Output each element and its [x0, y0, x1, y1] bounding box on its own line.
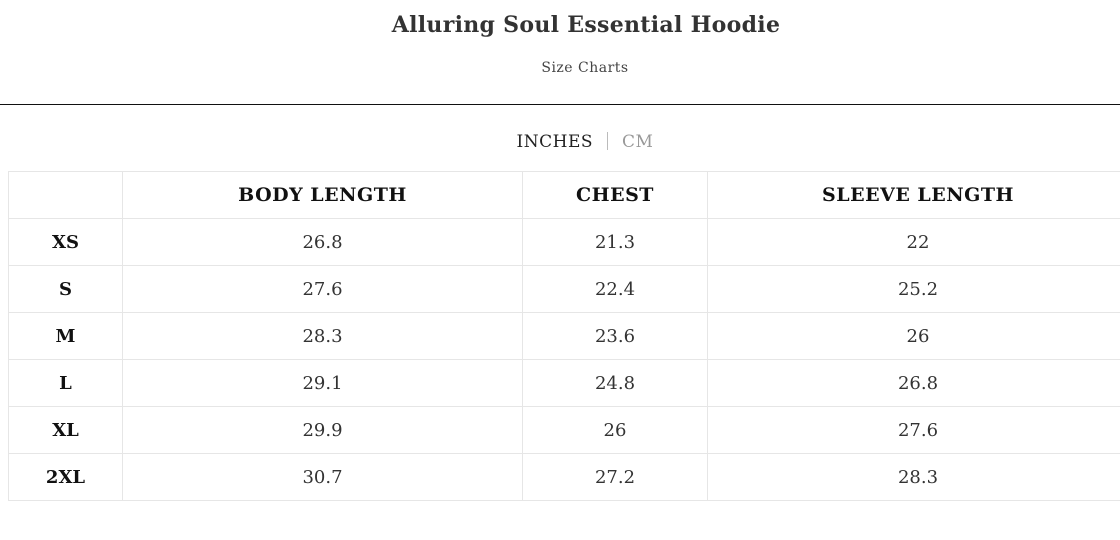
sleeve-length-cell: 26: [707, 312, 1120, 360]
column-header-body-length: BODY LENGTH: [122, 171, 523, 219]
size-cell: 2XL: [8, 453, 123, 501]
sleeve-length-cell: 27.6: [707, 406, 1120, 454]
page-title: Alluring Soul Essential Hoodie: [391, 12, 781, 38]
size-cell: L: [8, 359, 123, 407]
body-length-cell: 29.9: [122, 406, 523, 454]
size-cell: S: [8, 265, 123, 313]
body-length-cell: 29.1: [122, 359, 523, 407]
table-row: L 29.1 24.8 26.8: [8, 359, 1120, 407]
unit-toggle: INCHES CM: [0, 132, 1120, 152]
sleeve-length-cell: 25.2: [707, 265, 1120, 313]
table-row: XS 26.8 21.3 22: [8, 218, 1120, 266]
body-length-cell: 26.8: [122, 218, 523, 266]
table-row: S 27.6 22.4 25.2: [8, 265, 1120, 313]
body-length-cell: 27.6: [122, 265, 523, 313]
unit-inches-tab[interactable]: INCHES: [516, 132, 594, 152]
size-cell: M: [8, 312, 123, 360]
table-row: XL 29.9 26 27.6: [8, 406, 1120, 454]
sleeve-length-cell: 22: [707, 218, 1120, 266]
column-header-chest: CHEST: [522, 171, 708, 219]
unit-cm-tab[interactable]: CM: [622, 132, 654, 152]
chest-cell: 21.3: [522, 218, 708, 266]
chest-cell: 27.2: [522, 453, 708, 501]
chest-cell: 26: [522, 406, 708, 454]
unit-separator: [607, 132, 609, 150]
chest-cell: 24.8: [522, 359, 708, 407]
chest-cell: 22.4: [522, 265, 708, 313]
chest-cell: 23.6: [522, 312, 708, 360]
table-row: 2XL 30.7 27.2 28.3: [8, 453, 1120, 501]
size-cell: XL: [8, 406, 123, 454]
body-length-cell: 28.3: [122, 312, 523, 360]
size-chart-table: BODY LENGTH CHEST SLEEVE LENGTH XS 26.8 21…: [8, 171, 1120, 501]
sleeve-length-cell: 28.3: [707, 453, 1120, 501]
table-header-row: BODY LENGTH CHEST SLEEVE LENGTH: [8, 171, 1120, 219]
sleeve-length-cell: 26.8: [707, 359, 1120, 407]
column-header-size: [8, 171, 123, 219]
size-cell: XS: [8, 218, 123, 266]
page-subtitle: Size Charts: [541, 60, 629, 76]
divider: [0, 104, 1120, 105]
table-row: M 28.3 23.6 26: [8, 312, 1120, 360]
column-header-sleeve-length: SLEEVE LENGTH: [707, 171, 1120, 219]
body-length-cell: 30.7: [122, 453, 523, 501]
